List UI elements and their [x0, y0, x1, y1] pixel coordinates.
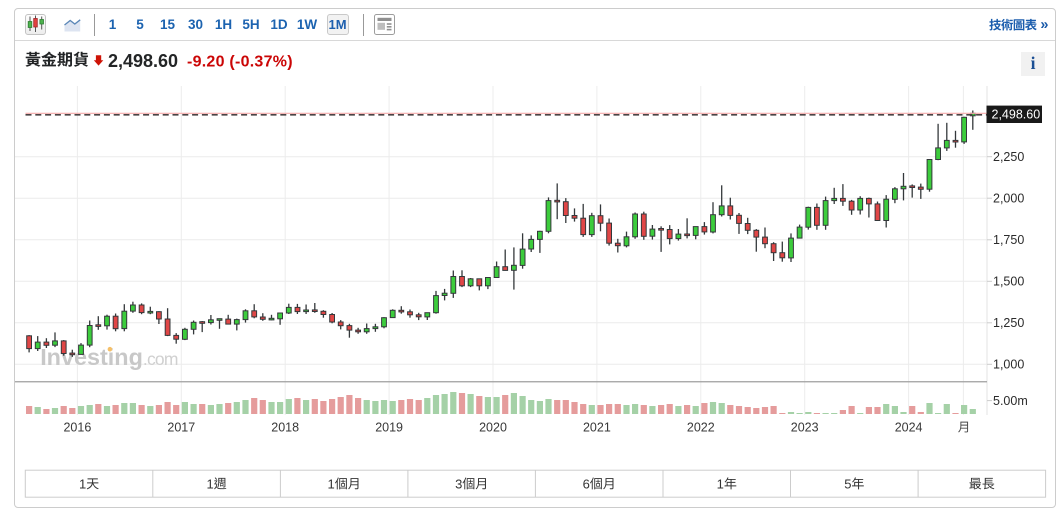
svg-text:1,750: 1,750: [993, 233, 1024, 247]
svg-text:2023: 2023: [791, 421, 819, 435]
svg-text:1: 1: [79, 476, 86, 491]
svg-text:2018: 2018: [271, 421, 299, 435]
svg-text:2017: 2017: [167, 421, 195, 435]
svg-text:2,000: 2,000: [993, 192, 1024, 206]
svg-text:1,000: 1,000: [993, 358, 1024, 372]
svg-text:1: 1: [207, 476, 214, 491]
svg-text:2,498.60: 2,498.60: [108, 51, 178, 71]
svg-text:2022: 2022: [687, 421, 715, 435]
svg-text:1: 1: [328, 476, 335, 491]
svg-text:1,250: 1,250: [993, 316, 1024, 330]
svg-text:.com: .com: [143, 349, 178, 369]
svg-text:2016: 2016: [63, 421, 91, 435]
svg-text:2020: 2020: [479, 421, 507, 435]
svg-text:»: »: [1040, 17, 1048, 33]
svg-text:1,500: 1,500: [993, 275, 1024, 289]
svg-text:5: 5: [844, 476, 851, 491]
svg-text:2024: 2024: [895, 421, 923, 435]
svg-text:Investing: Investing: [40, 344, 143, 370]
svg-text:5.00m: 5.00m: [993, 394, 1028, 408]
svg-text:2,250: 2,250: [993, 150, 1024, 164]
svg-text:2021: 2021: [583, 421, 611, 435]
svg-text:3: 3: [455, 476, 462, 491]
svg-text:2019: 2019: [375, 421, 403, 435]
svg-text:-9.20 (-0.37%): -9.20 (-0.37%): [187, 54, 293, 71]
svg-text:1: 1: [717, 476, 724, 491]
svg-text:2,498.60: 2,498.60: [992, 107, 1041, 121]
svg-text:6: 6: [583, 476, 590, 491]
